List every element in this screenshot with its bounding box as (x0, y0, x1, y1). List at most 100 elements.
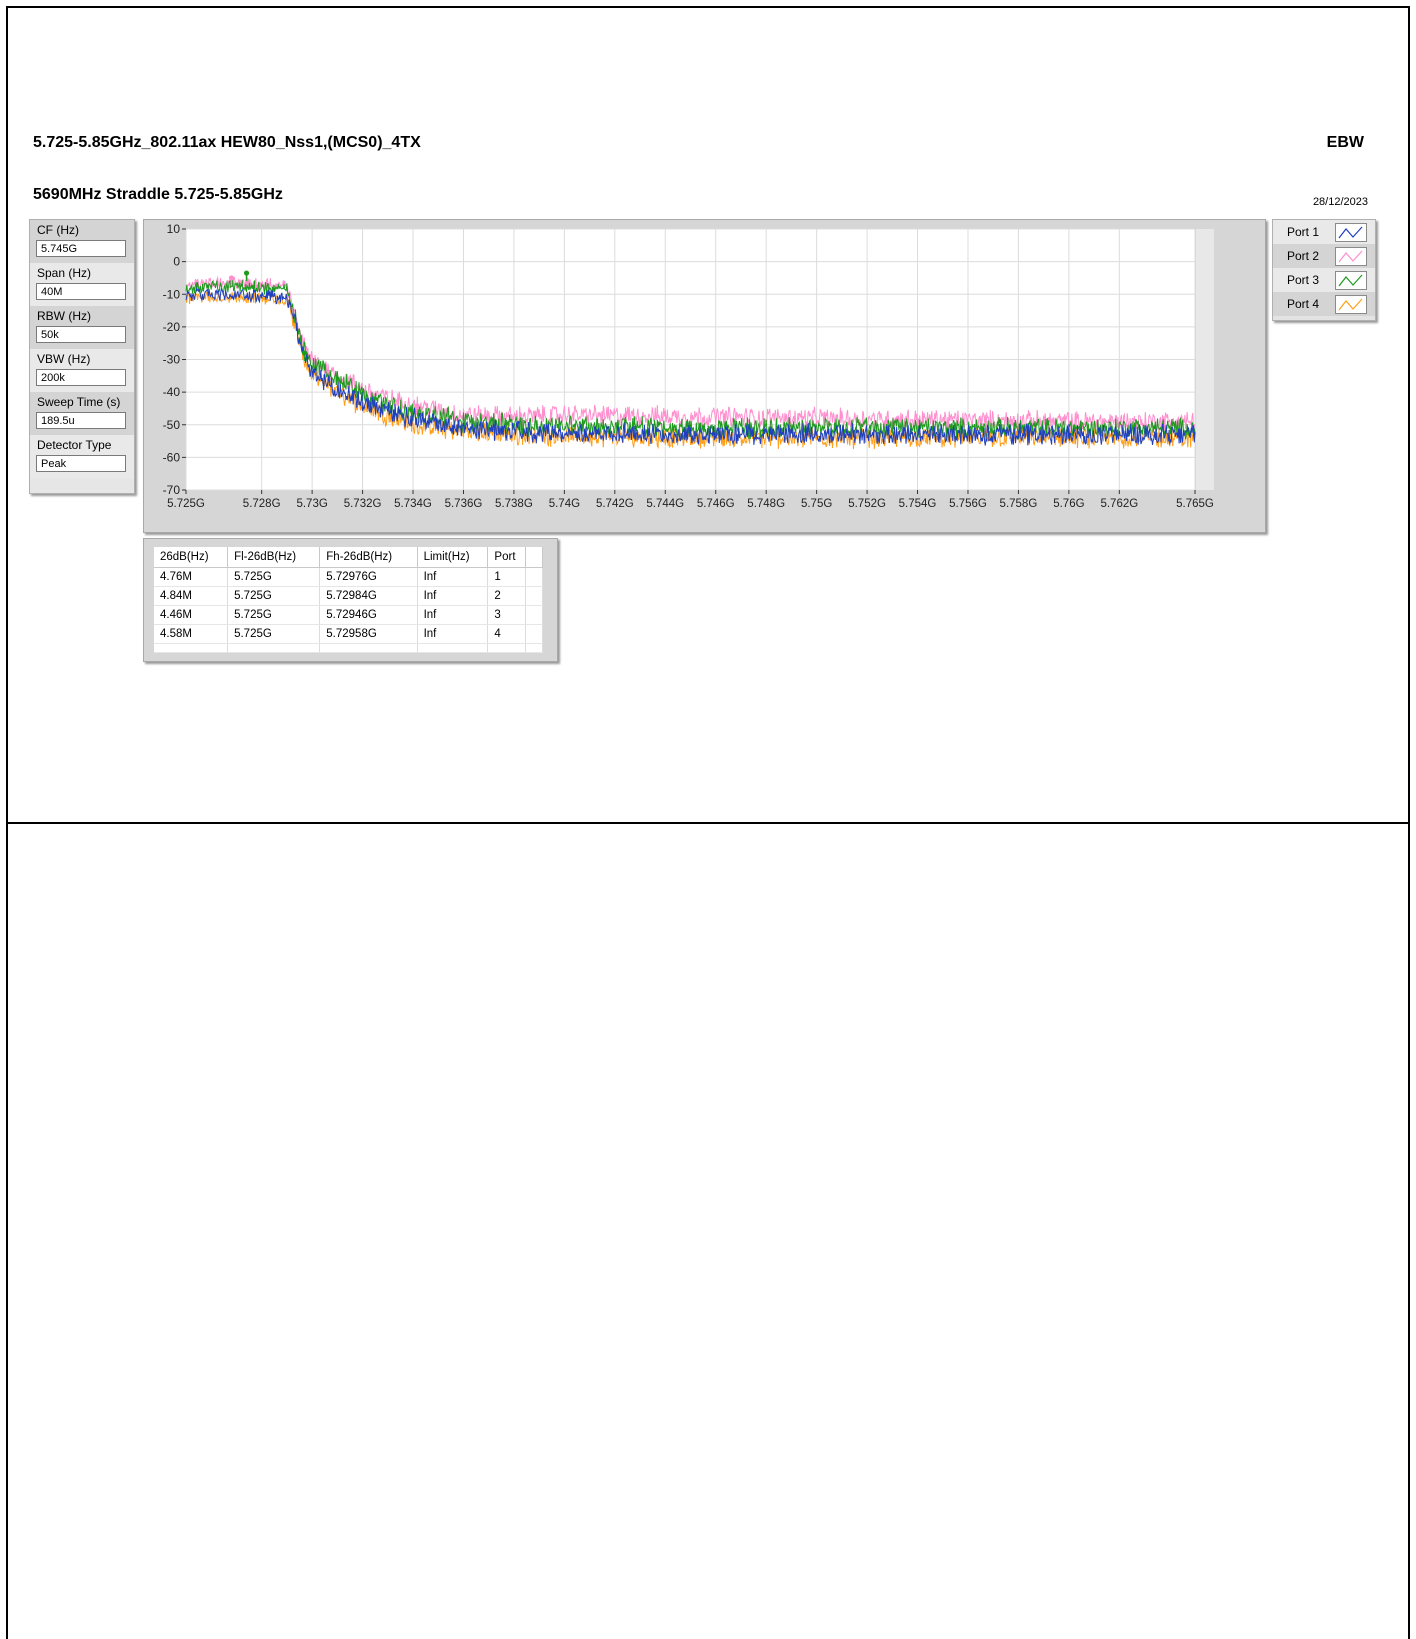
spectrum-graph[interactable]: 10 0 -10 -20 -30 -40 -50 -60 -70 5.725G 5.728G 5.73… (143, 219, 1266, 533)
x-tick-label: 5.74G (549, 498, 580, 510)
test-tag: EBW (1326, 134, 1364, 151)
column-header: Fl-26dB(Hz) (227, 547, 321, 568)
legend-item-port-1[interactable]: Port 1 (1273, 220, 1375, 244)
peak-marker (243, 270, 250, 276)
x-tick-label: 5.752G (848, 498, 886, 510)
param-value-field[interactable]: 40M (36, 283, 126, 300)
y-tick-label: -40 (163, 385, 181, 399)
param-value-field[interactable]: 189.5u (36, 412, 126, 429)
column-header: Limit(Hz) (417, 547, 489, 568)
legend-swatch-icon (1335, 271, 1367, 290)
param-label: CF (Hz) (37, 223, 79, 237)
x-tick-label: 5.736G (445, 498, 483, 510)
x-tick-label: 5.754G (899, 498, 937, 510)
table-cell (525, 605, 543, 625)
table-cell: 5.72976G (319, 567, 418, 587)
param-label: Span (Hz) (37, 266, 92, 280)
x-tick-label: 5.758G (1000, 498, 1038, 510)
table-row: 4.84M 5.725G 5.72984G Inf 2 (154, 586, 543, 606)
peak-marker (301, 350, 308, 356)
spectrum-plot: 10 0 -10 -20 -30 -40 -50 -60 -705.725G 5.728G 5.73… (163, 222, 1214, 510)
table-cell: 4.58M (154, 624, 229, 644)
column-header: 26dB(Hz) (154, 547, 229, 568)
x-tick-label: 5.75G (801, 498, 832, 510)
table-row: 4.76M 5.725G 5.72976G Inf 1 (154, 567, 543, 587)
table-row-empty (154, 643, 543, 653)
table-cell (154, 643, 229, 653)
x-tick-label: 5.765G (1176, 498, 1214, 510)
x-tick-label: 5.746G (697, 498, 735, 510)
column-header-empty (525, 547, 543, 568)
param-detector-type: Detector Type Peak (30, 435, 134, 478)
param-label: Detector Type (37, 438, 112, 452)
y-tick-label: -20 (163, 320, 181, 334)
report-subtitle: 5690MHz Straddle 5.725-5.85GHz (33, 186, 283, 203)
y-tick-label: -10 (163, 287, 181, 301)
param-value-field[interactable]: Peak (36, 455, 126, 472)
param-label: VBW (Hz) (37, 352, 91, 366)
legend-label: Port 3 (1287, 273, 1320, 287)
x-tick-label: 5.762G (1100, 498, 1138, 510)
table-cell (525, 567, 543, 587)
table-cell: 5.725G (227, 605, 321, 625)
table-row: 4.58M 5.725G 5.72958G Inf 4 (154, 624, 543, 644)
param-value-field[interactable]: 200k (36, 369, 126, 386)
table-cell (227, 643, 321, 653)
series-line-port-1 (185, 287, 1196, 446)
legend-item-port-3[interactable]: Port 3 (1273, 268, 1375, 292)
param-sweep-time: Sweep Time (s) 189.5u (30, 392, 134, 435)
y-tick-label: -30 (163, 353, 181, 367)
table-cell: Inf (417, 624, 489, 644)
x-tick-label: 5.748G (747, 498, 785, 510)
table-cell: 4 (487, 624, 526, 644)
table-cell (319, 643, 418, 653)
table-cell: 4.76M (154, 567, 229, 587)
x-tick-label: 5.728G (243, 498, 281, 510)
results-table-panel: 26dB(Hz) Fl-26dB(Hz) Fh-26dB(Hz) Limit(H… (143, 538, 558, 662)
table-cell: 5.72946G (319, 605, 418, 625)
table-cell: 1 (487, 567, 526, 587)
table-cell: 4.46M (154, 605, 229, 625)
column-header: Port (487, 547, 526, 568)
table-cell (417, 643, 489, 653)
x-tick-label: 5.742G (596, 498, 634, 510)
table-cell: Inf (417, 586, 489, 606)
column-header: Fh-26dB(Hz) (319, 547, 418, 568)
legend-swatch-icon (1335, 223, 1367, 242)
param-label: RBW (Hz) (37, 309, 91, 323)
y-tick-label: 10 (167, 222, 181, 236)
param-value-field[interactable]: 50k (36, 326, 126, 343)
x-tick-label: 5.738G (495, 498, 533, 510)
table-cell: 5.725G (227, 567, 321, 587)
y-tick-label: 0 (173, 255, 180, 269)
x-tick-label: 5.744G (646, 498, 684, 510)
param-span: Span (Hz) 40M (30, 263, 134, 306)
param-label: Sweep Time (s) (37, 395, 121, 409)
y-tick-label: -60 (163, 450, 181, 464)
table-row: 4.46M 5.725G 5.72946G Inf 3 (154, 605, 543, 625)
x-tick-label: 5.734G (394, 498, 432, 510)
table-cell: 5.725G (227, 624, 321, 644)
peak-marker (228, 275, 235, 281)
table-cell: Inf (417, 567, 489, 587)
x-tick-label: 5.725G (167, 498, 205, 510)
series-line-port-2 (185, 275, 1196, 434)
param-value-field[interactable]: 5.745G (36, 240, 126, 257)
table-cell: 4.84M (154, 586, 229, 606)
results-table: 26dB(Hz) Fl-26dB(Hz) Fh-26dB(Hz) Limit(H… (154, 547, 543, 653)
y-tick-label: -50 (163, 418, 181, 432)
legend-item-port-4[interactable]: Port 4 (1273, 292, 1375, 316)
legend-label: Port 4 (1287, 297, 1320, 311)
table-cell: 2 (487, 586, 526, 606)
report-date: 28/12/2023 (1312, 196, 1368, 208)
table-cell (525, 586, 543, 606)
legend-label: Port 2 (1287, 249, 1320, 263)
table-header-row: 26dB(Hz) Fl-26dB(Hz) Fh-26dB(Hz) Limit(H… (154, 547, 543, 568)
legend-swatch-icon (1335, 247, 1367, 266)
x-tick-label: 5.732G (344, 498, 382, 510)
legend-item-port-2[interactable]: Port 2 (1273, 244, 1375, 268)
measurement-params-panel: CF (Hz) 5.745G Span (Hz) 40M RBW (Hz) 50… (29, 219, 135, 494)
x-tick-label: 5.756G (949, 498, 987, 510)
table-cell: 5.72958G (319, 624, 418, 644)
param-cf: CF (Hz) 5.745G (30, 220, 134, 263)
